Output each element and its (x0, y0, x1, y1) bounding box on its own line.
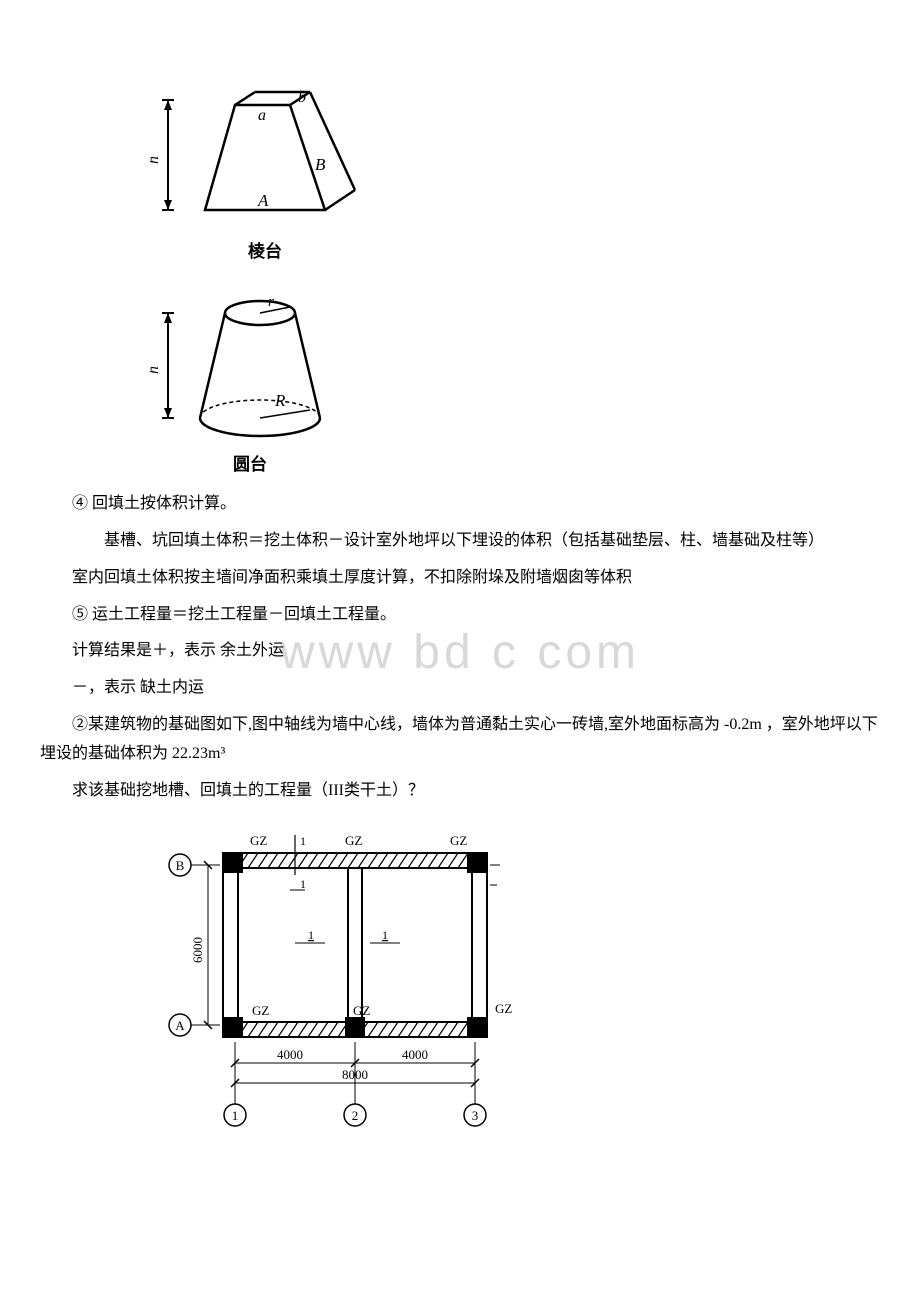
plan-gz-3: GZ (450, 833, 467, 848)
figure-frustum: h a b A B 棱台 (150, 70, 880, 268)
cone-svg: h r R (150, 278, 350, 448)
plan-axis-B: B (176, 858, 185, 873)
frustum-label-A: A (257, 191, 269, 210)
plan-sec-1b: 1 (300, 877, 306, 891)
plan-axis-1: 1 (232, 1108, 239, 1123)
frustum-label-B: B (315, 155, 326, 174)
cone-label-R: R (274, 391, 286, 410)
para-4: ④ 回填土按体积计算。 (40, 490, 880, 519)
plan-sec-inner-b: 1 (382, 928, 388, 942)
plan-gz-4: GZ (252, 1003, 269, 1018)
page-content: h a b A B 棱台 h (40, 70, 880, 1135)
plan-dim-8000: 8000 (342, 1067, 368, 1082)
para-fill-formula: 基槽、坑回填土体积＝挖土体积－设计室外地坪以下埋设的体积（包括基础垫层、柱、墙基… (72, 527, 880, 556)
frustum-caption: 棱台 (150, 237, 380, 268)
cone-label-r: r (268, 294, 274, 310)
para-5: ⑤ 运土工程量＝挖土工程量－回填土工程量。 (40, 601, 880, 630)
plan-gz-6: GZ (495, 1001, 512, 1016)
para-minus: －，表示 缺土内运 (40, 674, 880, 703)
plan-dim-4000r: 4000 (402, 1047, 428, 1062)
plan-dim-6000: 6000 (190, 937, 205, 963)
frustum-svg: h a b A B (150, 70, 380, 235)
frustum-label-b: b (298, 89, 306, 106)
frustum-label-a: a (258, 107, 266, 124)
plan-svg: B A 1 2 3 (160, 815, 540, 1135)
plan-sec-1a: 1 (300, 834, 306, 848)
plan-dim-4000l: 4000 (277, 1047, 303, 1062)
plan-axis-3: 3 (472, 1108, 479, 1123)
para-plus: 计算结果是＋，表示 余土外运 (40, 637, 880, 666)
plan-axis-2: 2 (352, 1108, 359, 1123)
figure-plan: B A 1 2 3 (160, 815, 880, 1135)
plan-gz-2: GZ (345, 833, 362, 848)
para-question: 求该基础挖地槽、回填土的工程量（III类干土）？ (40, 777, 880, 806)
plan-gz-5: GZ (353, 1003, 370, 1018)
plan-sec-inner-a: 1 (308, 928, 314, 942)
plan-axis-A: A (175, 1018, 185, 1033)
frustum-label-h: h (150, 156, 162, 164)
cone-label-h: h (150, 366, 162, 374)
cone-caption: 圆台 (150, 450, 350, 481)
plan-gz-1: GZ (250, 833, 267, 848)
para-indoor-fill: 室内回填土体积按主墙间净面积乘填土厚度计算，不扣除附垛及附墙烟囱等体积 (40, 564, 880, 593)
figure-cone: h r R 圆台 (150, 278, 880, 481)
para-example: ②某建筑物的基础图如下,图中轴线为墙中心线，墙体为普通黏土实心一砖墙,室外地面标… (40, 711, 880, 769)
